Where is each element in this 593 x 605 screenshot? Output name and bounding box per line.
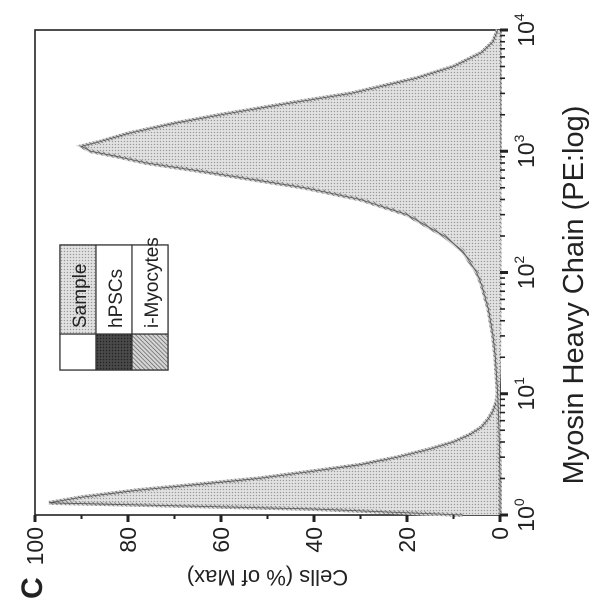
- legend-label-sample: Sample: [70, 264, 91, 328]
- x-tick-label: 104: [511, 13, 539, 47]
- y-tick-label: 100: [22, 527, 48, 565]
- x-tick-label: 102: [511, 256, 539, 290]
- legend-entry-sample: Sample: [60, 245, 96, 370]
- legend-entry-hpscs: hPSCs: [96, 245, 132, 370]
- x-tick-label: 100: [511, 498, 539, 532]
- legend-label-i-myocytes: i-Myocytes: [142, 237, 163, 328]
- y-tick-label: 80: [115, 527, 141, 553]
- legend-entry-i-myocytes: i-Myocytes: [132, 237, 168, 370]
- x-axis-title: Myosin Heavy Chain (PE:log): [558, 106, 590, 485]
- y-tick-label: 60: [208, 527, 234, 553]
- chart-legend: Sample hPSCs i-Myocytes: [60, 237, 168, 370]
- y-tick-label: 20: [394, 527, 420, 553]
- y-tick-label: 40: [301, 527, 327, 553]
- x-tick-label: 103: [511, 134, 539, 168]
- x-tick-label: 101: [511, 377, 539, 411]
- y-tick-label: 0: [487, 527, 513, 540]
- panel-label: C: [16, 577, 49, 599]
- y-axis-title: Cells (% of Max): [187, 565, 348, 590]
- legend-label-hpscs: hPSCs: [106, 269, 127, 328]
